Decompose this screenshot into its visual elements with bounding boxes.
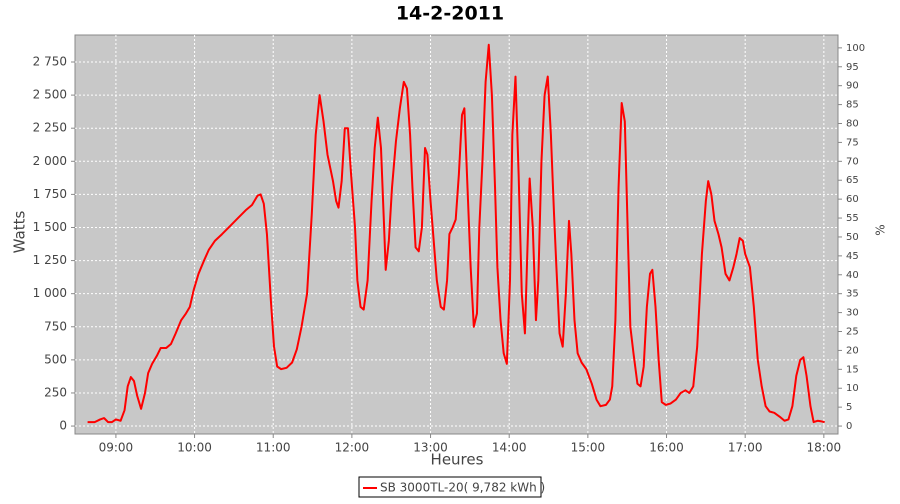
y-tick-label: 1 250 bbox=[33, 253, 67, 267]
y-tick-label: 2 750 bbox=[33, 55, 67, 69]
plot-area bbox=[74, 34, 839, 435]
y-tick-label: 500 bbox=[44, 352, 67, 366]
legend: SB 3000TL-20( 9,782 kWh ) bbox=[358, 476, 545, 498]
y-tick-label: 250 bbox=[44, 385, 67, 399]
y-tick-label: 750 bbox=[44, 319, 67, 333]
x-axis-label: Heures bbox=[431, 451, 484, 469]
x-tick-label: 15:00 bbox=[571, 441, 606, 455]
y2-tick-label: 90 bbox=[846, 81, 859, 92]
y2-tick-label: 65 bbox=[846, 175, 859, 186]
y2-tick-label: 20 bbox=[846, 345, 859, 356]
y-tick-label: 1 750 bbox=[33, 187, 67, 201]
series-line bbox=[87, 43, 825, 424]
y2-tick-label: 70 bbox=[846, 156, 859, 167]
y2-tick-label: 75 bbox=[846, 137, 859, 148]
y2-axis-label: % bbox=[874, 224, 888, 235]
x-tick-label: 16:00 bbox=[649, 441, 684, 455]
y2-tick-label: 10 bbox=[846, 383, 859, 394]
y2-tick-label: 0 bbox=[846, 421, 852, 432]
y2-tick-label: 50 bbox=[846, 232, 859, 243]
y2-tick-label: 30 bbox=[846, 308, 859, 319]
y2-tick-label: 45 bbox=[846, 251, 859, 262]
y-tick-label: 0 bbox=[59, 419, 67, 433]
x-tick-label: 10:00 bbox=[177, 441, 212, 455]
y-axis-label: Watts bbox=[11, 211, 29, 254]
x-tick-label: 11:00 bbox=[256, 441, 291, 455]
x-tick-label: 17:00 bbox=[728, 441, 763, 455]
y2-tick-label: 100 bbox=[846, 43, 865, 54]
y2-tick-label: 60 bbox=[846, 194, 859, 205]
y2-tick-label: 25 bbox=[846, 327, 859, 338]
y2-tick-label: 95 bbox=[846, 62, 859, 73]
x-tick-label: 09:00 bbox=[99, 441, 134, 455]
x-tick-label: 13:00 bbox=[413, 441, 448, 455]
y2-tick-label: 85 bbox=[846, 100, 859, 111]
y2-tick-label: 40 bbox=[846, 270, 859, 281]
y2-tick-label: 55 bbox=[846, 213, 859, 224]
y-tick-label: 2 000 bbox=[33, 154, 67, 168]
y-tick-label: 1 000 bbox=[33, 286, 67, 300]
x-tick-label: 12:00 bbox=[335, 441, 370, 455]
y-tick-label: 2 500 bbox=[33, 88, 67, 102]
y-tick-label: 1 500 bbox=[33, 220, 67, 234]
chart-title: 14-2-2011 bbox=[396, 3, 504, 25]
y2-tick-label: 35 bbox=[846, 289, 859, 300]
y2-tick-label: 15 bbox=[846, 364, 859, 375]
legend-box bbox=[358, 476, 542, 498]
y2-tick-label: 80 bbox=[846, 118, 859, 129]
x-tick-label: 14:00 bbox=[492, 441, 527, 455]
x-tick-label: 18:00 bbox=[807, 441, 842, 455]
y2-tick-label: 5 bbox=[846, 402, 852, 413]
legend-label: SB 3000TL-20( 9,782 kWh ) bbox=[380, 481, 545, 495]
y-tick-label: 2 250 bbox=[33, 121, 67, 135]
